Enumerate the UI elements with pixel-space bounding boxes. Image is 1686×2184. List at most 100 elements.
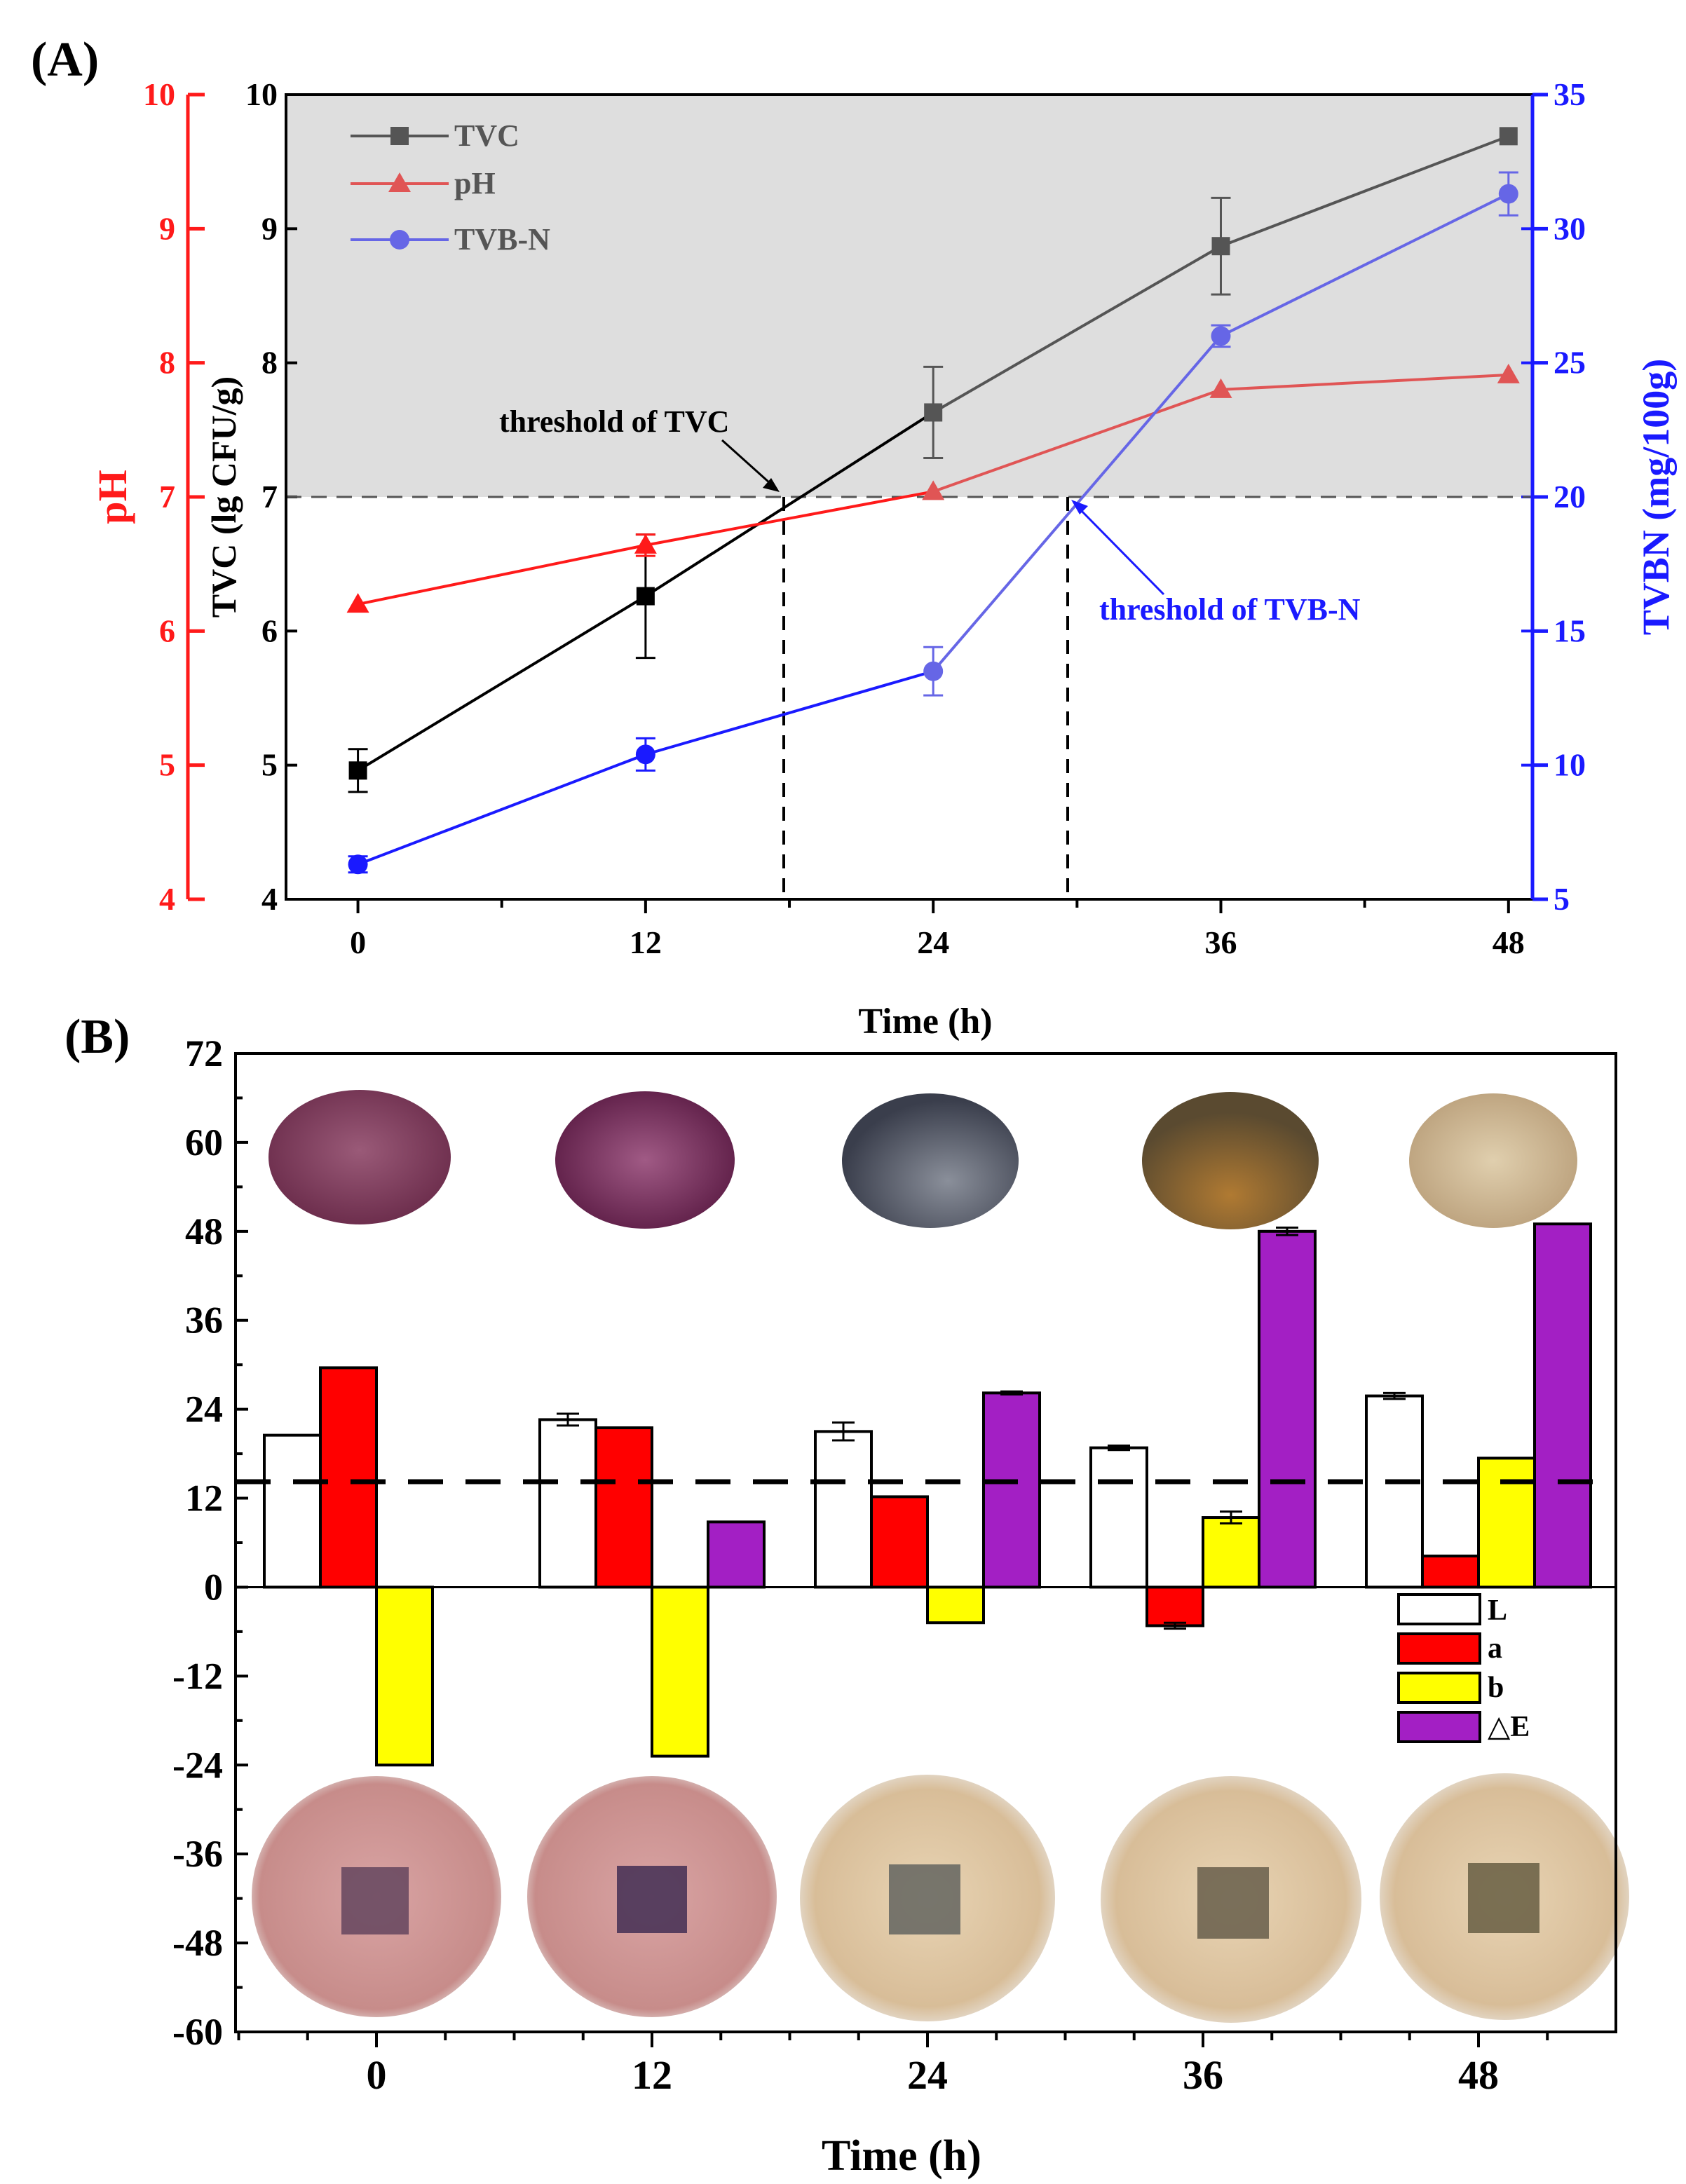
x-tick-label: 0 (350, 924, 366, 960)
annotation-threshold-tvbn: threshold of TVB-N (1099, 592, 1361, 627)
x-tick-label: 12 (630, 924, 662, 960)
data-point-ph-24 (922, 480, 945, 500)
series-segment-ph (645, 490, 934, 547)
bar-a-48h (1421, 1555, 1480, 1589)
panel-label-b: (B) (64, 1010, 130, 1064)
series-segment-tvc (357, 594, 646, 772)
tvbn-tick-label: 35 (1554, 76, 1586, 112)
data-point-tvbn-48 (1498, 184, 1518, 204)
bar-L-12h (538, 1418, 597, 1589)
bar-b-0h (375, 1585, 434, 1767)
b-x-tick-label: 48 (1458, 2052, 1499, 2098)
legend-marker-tvc (390, 127, 409, 145)
threshold-shaded-region (286, 95, 1532, 497)
data-point-tvc-24 (924, 403, 943, 422)
annotation-arrow-tvbn (1074, 503, 1165, 596)
ph-tick-label: 6 (159, 613, 175, 648)
dish-film-12h (617, 1866, 687, 1933)
legend-swatch-a (1397, 1632, 1481, 1665)
data-point-tvc-0 (348, 761, 367, 780)
tvc-tick-label: 10 (245, 76, 278, 112)
b-y-tick-label: 12 (185, 1477, 223, 1520)
ph-axis-title: pH (90, 470, 135, 524)
bar-dE-24h (982, 1391, 1041, 1589)
bar-a-0h (319, 1366, 378, 1589)
ph-tick-label: 9 (159, 210, 175, 246)
film-photo-24h (842, 1093, 1019, 1228)
x-axis-title-b: Time (h) (822, 2132, 981, 2180)
bar-L-36h (1089, 1446, 1148, 1589)
tvc-tick-label: 7 (261, 479, 278, 514)
legend-a: TVC pH TVB-N (351, 118, 550, 257)
tvc-tick-label: 4 (261, 881, 278, 917)
tvc-tick-label: 9 (261, 210, 278, 246)
b-x-tick-label: 24 (907, 2052, 948, 2098)
bar-b-48h (1477, 1456, 1536, 1589)
ph-tick-label: 4 (159, 881, 175, 917)
ph-tick-label: 10 (143, 76, 175, 112)
data-point-tvbn-36 (1211, 326, 1231, 346)
bar-dE-48h (1533, 1222, 1592, 1589)
bar-dE-12h (707, 1520, 766, 1589)
annotation-arrowhead-tvc (763, 478, 780, 492)
dish-photos (252, 1773, 1629, 2023)
bar-L-48h (1365, 1394, 1424, 1589)
bar-b-12h (651, 1585, 709, 1758)
b-x-tick-label: 0 (367, 2052, 387, 2098)
panel-a-chart: TVC pH TVB-N threshold of TVC threshold … (90, 76, 1677, 1042)
bar-L-0h (263, 1433, 322, 1589)
data-point-tvbn-24 (923, 661, 944, 681)
legend-swatch-L (1397, 1593, 1481, 1625)
x-tick-label: 24 (917, 924, 949, 960)
dish-film-24h (889, 1864, 960, 1934)
dish-film-48h (1468, 1863, 1539, 1933)
b-y-tick-label: 72 (185, 1032, 223, 1074)
film-photos (268, 1090, 1577, 1229)
b-y-tick-label: 36 (185, 1299, 223, 1342)
tvc-tick-label: 6 (261, 613, 278, 648)
series-segment-ph (358, 543, 646, 606)
ph-tick-label: 7 (159, 479, 175, 514)
panel-b-chart: 72 60 48 36 24 12 0 -12 -24 -36 -48 -60 0 12 24 36 48 T… (172, 1032, 1629, 2180)
bar-a-12h (594, 1426, 653, 1589)
film-photo-36h (1142, 1092, 1319, 1229)
legend-swatch-dE (1397, 1711, 1481, 1743)
tvc-tick-label: 5 (261, 747, 278, 783)
series-segment-tvbn (1220, 192, 1509, 338)
legend-label-tvbn: TVB-N (454, 222, 550, 257)
legend-label-a: a (1488, 1632, 1502, 1665)
data-point-ph-12 (634, 533, 657, 554)
series-segment-tvbn (645, 669, 934, 756)
legend-swatch-b (1397, 1672, 1481, 1704)
b-y-tick-label: 48 (185, 1210, 223, 1253)
series-segment-tvbn (357, 753, 646, 866)
tvbn-axis-title: TVBN (mg/100g) (1635, 359, 1677, 635)
film-photo-0h (268, 1090, 451, 1224)
tvbn-tick-label: 20 (1554, 479, 1586, 514)
bar-a-36h (1145, 1585, 1204, 1627)
bar-dE-36h (1258, 1229, 1317, 1589)
legend-label-b: b (1488, 1672, 1504, 1704)
legend-b: L a b △E (1397, 1593, 1530, 1743)
b-y-tick-label: 60 (185, 1121, 223, 1163)
ph-tick-label: 5 (159, 747, 175, 783)
tvbn-tick-label: 15 (1554, 613, 1586, 648)
b-y-tick-label: -48 (172, 1922, 223, 1964)
series-segment-ph (932, 388, 1222, 493)
data-point-tvc-36 (1211, 237, 1230, 256)
series-segment-tvc (932, 245, 1222, 414)
legend-marker-tvbn (390, 230, 409, 250)
dish-film-36h (1197, 1867, 1269, 1939)
x-tick-label: 48 (1493, 924, 1525, 960)
bar-L-24h (814, 1430, 873, 1589)
tvc-tick-label: 8 (261, 345, 278, 381)
bar-b-24h (926, 1585, 985, 1625)
legend-label-ph: pH (454, 166, 496, 200)
b-y-tick-label: -36 (172, 1833, 223, 1875)
bar-b-36h (1202, 1516, 1260, 1589)
tvbn-tick-label: 5 (1554, 881, 1570, 917)
panel-label-a: (A) (31, 33, 99, 87)
film-photo-12h (555, 1091, 735, 1229)
data-point-tvc-12 (636, 587, 655, 606)
